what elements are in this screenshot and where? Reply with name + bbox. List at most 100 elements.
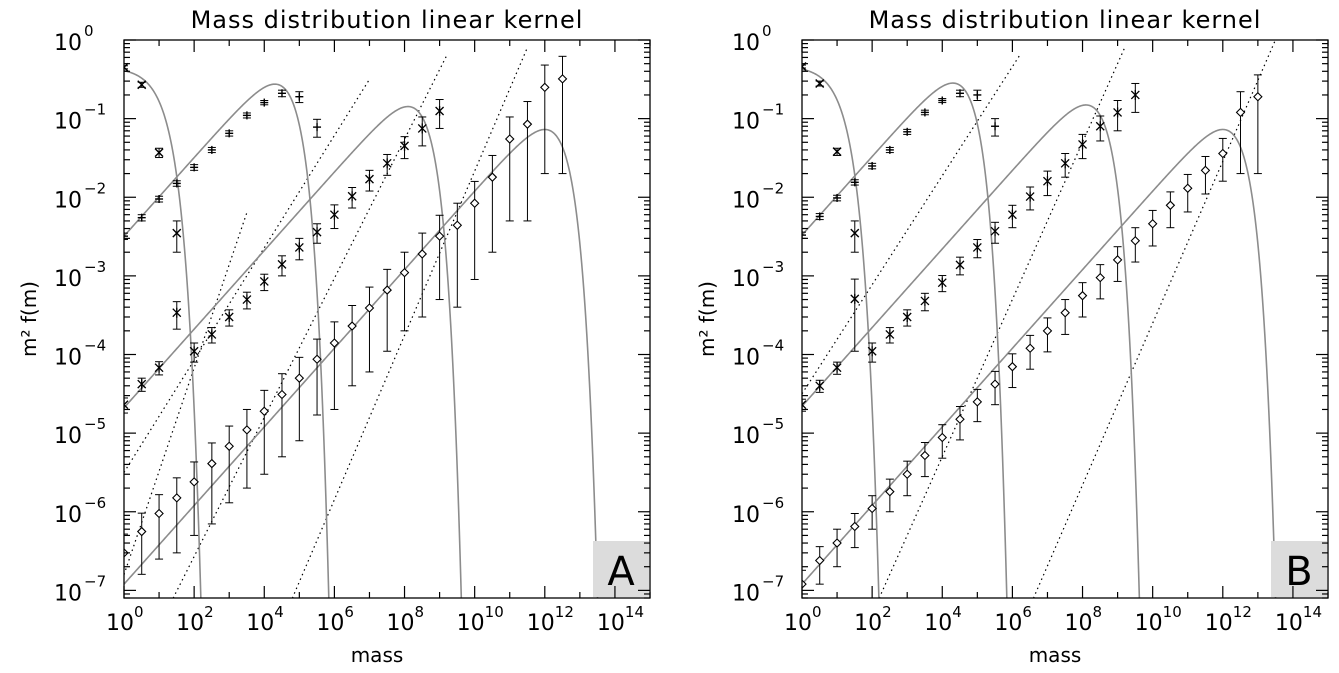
data-point: [277, 89, 286, 98]
error-bar: [802, 569, 806, 598]
x-tick-exponent: 0: [812, 603, 822, 621]
data-point: [124, 232, 128, 241]
x-tick-label: 10: [176, 611, 204, 636]
powerlaw-line: [1032, 40, 1276, 598]
data-point: [1077, 290, 1088, 301]
error-bar: [815, 546, 824, 585]
series-asterisk: [124, 99, 445, 414]
y-tick-exponent: −6: [762, 494, 784, 512]
data-point: [294, 373, 305, 383]
data-point: [1095, 272, 1106, 283]
error-bar: [383, 268, 392, 352]
data-point: [225, 129, 234, 138]
y-tick-label: 10: [732, 424, 760, 449]
data-point: [885, 145, 894, 154]
data-point: [902, 311, 912, 322]
error-bar: [400, 251, 409, 332]
x-tick-label: 10: [854, 611, 882, 636]
data-point: [435, 106, 445, 117]
data-point: [207, 458, 217, 469]
x-tick-label: 10: [527, 611, 555, 636]
data-point: [260, 98, 269, 107]
panel-label-box: [1271, 541, 1327, 597]
data-point: [1182, 183, 1193, 194]
data-point: [294, 242, 304, 253]
data-point: [313, 123, 322, 132]
x-tick-exponent: 8: [415, 603, 425, 621]
data-point: [1025, 191, 1035, 202]
y-tick-label: 10: [732, 31, 760, 56]
powerlaw-line: [291, 47, 528, 598]
panel-label: A: [607, 549, 635, 595]
data-point: [815, 212, 824, 221]
error-bar: [330, 321, 339, 410]
powerlaw-line: [124, 78, 370, 473]
data-point: [1200, 165, 1211, 176]
data-point: [224, 441, 234, 452]
data-point: [417, 123, 427, 134]
error-bar: [124, 533, 128, 598]
data-point: [242, 425, 252, 435]
error-bar: [295, 356, 304, 442]
model-curve: [802, 68, 880, 598]
x-tick-exponent: 8: [1093, 603, 1103, 621]
data-point: [1235, 107, 1246, 118]
data-point: [137, 379, 147, 390]
powerlaw-line: [124, 212, 248, 575]
y-tick-label: 10: [732, 267, 760, 292]
error-bar: [225, 425, 234, 504]
data-point: [1218, 148, 1228, 159]
y-tick-exponent: −2: [84, 179, 106, 197]
data-point: [867, 503, 877, 514]
data-point: [867, 346, 877, 357]
y-axis-label: m² f(m): [17, 281, 41, 357]
data-point: [1147, 218, 1158, 229]
data-point: [312, 354, 322, 365]
data-point: [434, 231, 445, 241]
data-point: [172, 228, 182, 238]
data-point: [1113, 107, 1123, 118]
series-diamond: [802, 74, 1263, 598]
data-point: [417, 249, 428, 259]
data-point: [1253, 91, 1263, 102]
error-bar: [435, 214, 444, 301]
error-bar: [1201, 155, 1210, 195]
x-tick-label: 10: [924, 611, 952, 636]
data-point: [1130, 235, 1141, 246]
error-bar: [190, 461, 199, 536]
data-point: [242, 111, 251, 120]
error-bar: [453, 202, 462, 308]
data-point: [399, 267, 410, 278]
error-bar: [155, 494, 164, 560]
data-point: [382, 285, 392, 295]
data-point: [189, 346, 199, 357]
x-tick-label: 10: [1275, 611, 1303, 636]
error-bar: [488, 154, 497, 253]
data-point: [802, 231, 806, 240]
y-tick-exponent: −7: [762, 572, 784, 590]
data-point: [850, 293, 860, 304]
chart-title: Mass distribution linear kernel: [191, 6, 584, 34]
data-point: [137, 80, 147, 90]
y-tick-label: 10: [54, 267, 82, 292]
x-tick-label: 10: [246, 611, 274, 636]
error-bar: [1253, 74, 1262, 175]
data-point: [347, 191, 357, 202]
data-point: [452, 220, 463, 231]
data-point: [136, 526, 147, 537]
data-point: [885, 329, 895, 340]
data-point: [1025, 343, 1035, 354]
plot-area: [124, 47, 599, 598]
x-tick-label: 10: [597, 611, 625, 636]
error-bar: [172, 477, 181, 554]
x-tick-label: 10: [457, 611, 485, 636]
data-point: [154, 148, 164, 158]
data-point: [259, 276, 269, 287]
y-tick-exponent: −1: [84, 101, 106, 119]
data-point: [154, 508, 164, 519]
error-bar: [1236, 91, 1245, 175]
data-point: [137, 213, 146, 222]
data-point: [814, 555, 825, 566]
data-point: [955, 414, 965, 425]
